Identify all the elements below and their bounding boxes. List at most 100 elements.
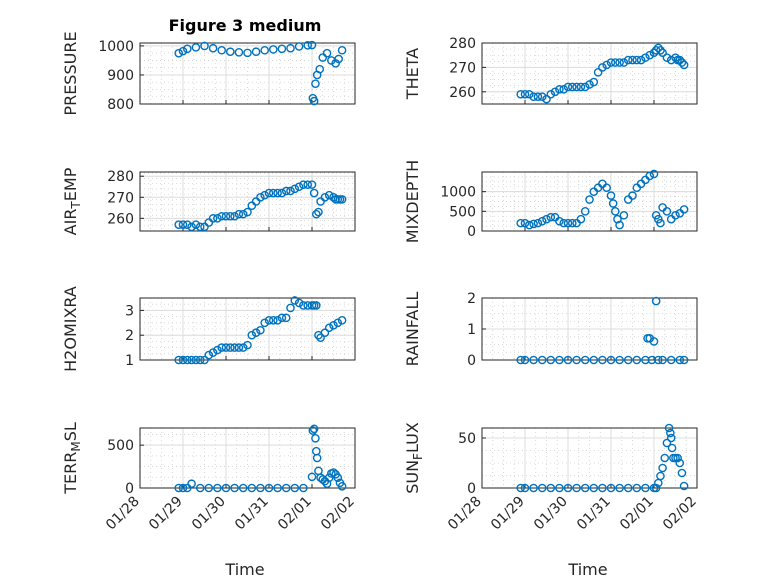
data-point <box>290 296 300 305</box>
y-tick-label: 500 <box>449 204 476 220</box>
data-point <box>309 424 319 434</box>
data-point <box>537 483 547 493</box>
data-point <box>598 63 607 72</box>
data-point <box>178 46 188 56</box>
data-point <box>664 423 674 433</box>
data-point <box>632 355 642 365</box>
data-point <box>337 481 347 491</box>
y-tick-label: 260 <box>449 85 476 101</box>
data-point <box>256 192 265 202</box>
data-point <box>268 45 278 54</box>
data-point <box>679 60 689 70</box>
minor-grid <box>482 171 697 232</box>
data-point <box>667 443 677 453</box>
data-point <box>178 220 188 229</box>
data-point <box>290 483 300 493</box>
data-point <box>264 188 274 198</box>
data-point <box>221 343 231 352</box>
data-point <box>649 169 659 179</box>
data-point <box>334 54 343 64</box>
data-point <box>303 301 313 310</box>
data-point <box>195 222 205 232</box>
x-tick-label: 01/28 <box>103 494 143 534</box>
data-point <box>602 183 612 193</box>
data-point <box>529 219 538 229</box>
data-point <box>598 179 607 189</box>
data-point <box>299 301 308 310</box>
data-point <box>537 92 547 101</box>
y-tick-label: 280 <box>107 169 134 185</box>
data-point <box>641 175 650 185</box>
data-point <box>529 483 538 493</box>
data-point <box>238 483 248 493</box>
data-point <box>281 483 291 493</box>
data-point <box>542 94 551 104</box>
data-point <box>204 483 214 493</box>
data-point <box>636 55 646 65</box>
x-tick-label: 01/28 <box>445 494 485 534</box>
data-point <box>658 463 667 473</box>
data-point <box>666 355 676 365</box>
figure-title: Figure 3 medium <box>169 16 322 35</box>
data-point <box>234 343 244 352</box>
data-point <box>525 89 534 99</box>
data-point <box>658 355 667 365</box>
data-point <box>611 58 620 67</box>
data-point <box>585 195 594 204</box>
data-point <box>679 205 689 214</box>
minor-grid <box>140 43 355 105</box>
data-point <box>671 210 680 220</box>
data-point <box>593 183 603 193</box>
data-point <box>311 301 321 310</box>
minor-grid <box>140 172 355 232</box>
data-point <box>546 89 556 99</box>
data-point <box>256 325 265 335</box>
subplot-sun_flux: 0 50 01/28 01/29 01/30 01/31 02/01 02/02 SUNFLUX <box>403 422 700 533</box>
data-point <box>316 197 325 206</box>
data-point <box>580 207 590 216</box>
x-tick-label: 01/31 <box>574 494 614 534</box>
data-point <box>636 179 646 189</box>
data-point <box>533 92 543 101</box>
data-point <box>602 60 612 70</box>
data-point <box>520 89 530 99</box>
data-point <box>589 355 599 365</box>
data-point <box>589 77 599 87</box>
data-point <box>311 433 320 443</box>
data-point <box>632 55 642 65</box>
data-point <box>632 483 642 493</box>
data-point <box>213 214 222 223</box>
data-point <box>623 483 633 493</box>
data-point <box>628 55 637 65</box>
data-point <box>251 47 261 57</box>
data-point <box>647 355 657 365</box>
data-point <box>606 191 616 200</box>
data-point <box>217 45 226 55</box>
x-tick-label: 01/29 <box>146 494 186 534</box>
data-point <box>264 316 274 325</box>
data-point <box>286 303 295 313</box>
data-point <box>520 218 530 228</box>
data-point <box>187 222 196 232</box>
data-point <box>641 53 650 62</box>
data-point <box>550 87 560 97</box>
data-point <box>572 483 581 493</box>
data-point <box>555 483 564 493</box>
data-point <box>619 58 629 67</box>
data-point <box>673 453 682 463</box>
data-point <box>309 96 319 106</box>
data-point <box>299 483 308 493</box>
data-point <box>204 218 214 227</box>
data-point <box>277 313 287 323</box>
data-point <box>268 316 278 325</box>
data-point <box>520 355 530 365</box>
data-point <box>314 466 323 476</box>
data-point <box>632 183 642 193</box>
data-point <box>615 220 624 230</box>
data-point <box>525 220 534 230</box>
data-point <box>324 473 334 483</box>
data-point <box>273 483 282 493</box>
data-point <box>221 483 231 493</box>
y-tick-label: 1 <box>467 322 476 338</box>
data-series <box>174 40 347 106</box>
